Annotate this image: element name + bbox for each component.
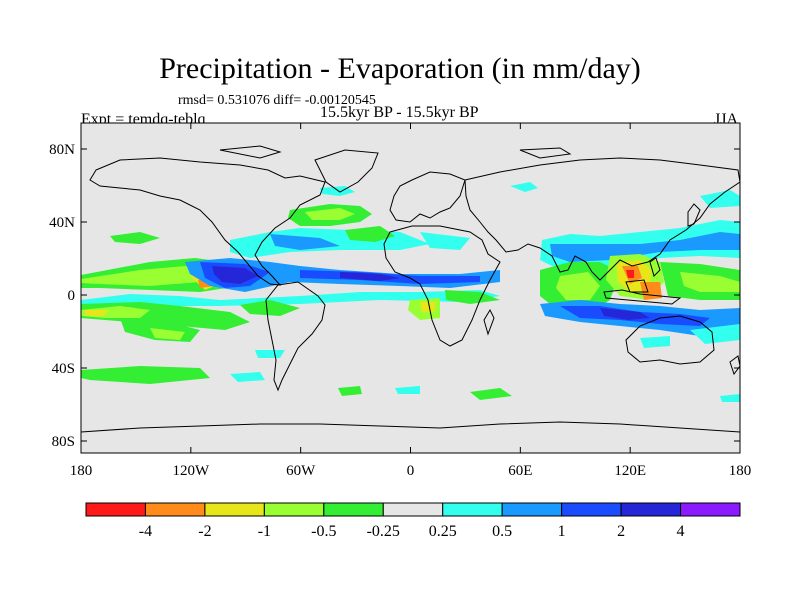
x-tick-label: 120E <box>614 463 646 479</box>
x-tick-label: 180 <box>729 463 752 479</box>
colorbar-label: 4 <box>677 523 685 540</box>
colorbar-swatch <box>680 502 741 517</box>
y-tick-label: 80S <box>52 434 75 450</box>
y-tick-label: 80N <box>49 142 75 158</box>
colorbar-swatch <box>561 502 622 517</box>
colorbar-label: -0.25 <box>367 523 400 540</box>
x-tick-label: 120W <box>172 463 210 479</box>
y-tick-label: 40S <box>52 361 75 377</box>
x-tick-label: 0 <box>407 463 415 479</box>
colorbar: -4 -2 -1 -0.5 -0.25 0.25 0.5 1 2 4 <box>85 502 741 540</box>
x-tick-label: 60E <box>508 463 532 479</box>
coastlines <box>81 145 740 433</box>
colorbar-swatch <box>263 502 325 517</box>
colorbar-swatch <box>501 502 563 517</box>
colorbar-swatch <box>204 502 265 517</box>
colorbar-swatch <box>620 502 682 517</box>
colorbar-label: -1 <box>258 523 271 540</box>
period-label: 15.5kyr BP - 15.5kyr BP <box>320 104 479 121</box>
y-tick-label: 40N <box>49 215 75 231</box>
colorbar-label: -0.5 <box>311 523 336 540</box>
colorbar-label: 2 <box>617 523 625 540</box>
colorbar-swatch <box>382 502 444 517</box>
colorbar-label: 1 <box>558 523 566 540</box>
x-tick-label: 180 <box>70 463 93 479</box>
colorbar-label: 0.25 <box>429 523 457 540</box>
colorbar-swatch <box>323 502 384 517</box>
x-tick-label: 60W <box>286 463 316 479</box>
axis-ticks <box>80 123 741 453</box>
colorbar-label: 0.5 <box>492 523 512 540</box>
colorbar-label: -4 <box>139 523 152 540</box>
y-tick-label: 0 <box>68 288 76 304</box>
anomaly-fields <box>81 182 740 402</box>
map-title: Precipitation - Evaporation (in mm/day) <box>159 52 641 85</box>
stats-line: rmsd= 0.531076 diff= -0.00120545 <box>178 93 376 108</box>
colorbar-swatch <box>442 502 503 517</box>
x-axis: 180 120W 60W 0 60E 120E 180 <box>70 463 752 479</box>
colorbar-label: -2 <box>198 523 211 540</box>
y-axis: 80N 40N 0 40S 80S <box>49 142 75 450</box>
colorbar-swatch <box>85 502 146 517</box>
colorbar-swatch <box>144 502 206 517</box>
